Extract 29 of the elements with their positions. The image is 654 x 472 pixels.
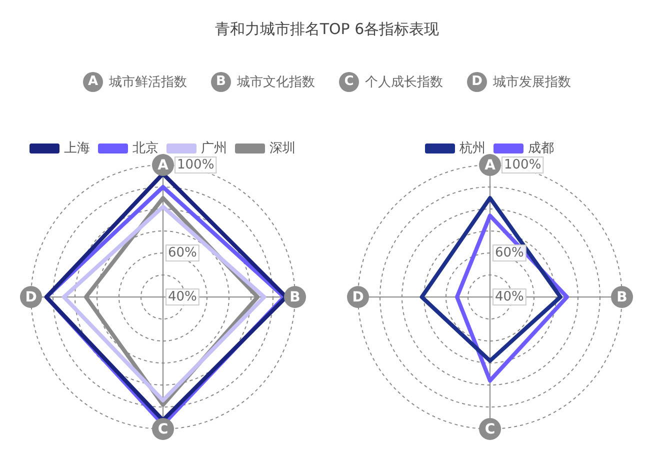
spoke-label: C bbox=[484, 422, 496, 438]
legend-label: 上海 bbox=[64, 140, 90, 156]
legend-label: 深圳 bbox=[270, 140, 296, 156]
text: 城市鲜活指数 bbox=[109, 74, 187, 91]
spoke-label: A bbox=[158, 158, 169, 174]
y-tick-label: 40% bbox=[168, 289, 197, 304]
legend-label: 杭州 bbox=[458, 140, 486, 156]
spoke-label: A bbox=[484, 158, 496, 174]
legend-label: 成都 bbox=[528, 140, 554, 156]
spoke-label: D bbox=[352, 290, 364, 306]
category-label: D bbox=[472, 74, 482, 89]
legend-label: 广州 bbox=[201, 140, 227, 156]
spoke-label: B bbox=[290, 290, 300, 306]
text: 城市文化指数 bbox=[237, 74, 315, 91]
spoke-label: C bbox=[158, 422, 168, 438]
category-label: C bbox=[344, 74, 354, 89]
y-tick-label: 60% bbox=[495, 245, 524, 260]
text: 城市发展指数 bbox=[493, 74, 571, 91]
y-tick-label: 40% bbox=[495, 289, 524, 304]
legend-label: 北京 bbox=[132, 140, 158, 156]
y-tick-label: 100% bbox=[177, 157, 214, 172]
y-tick-label: 60% bbox=[168, 245, 197, 260]
chart-title: 青和力城市排名TOP 6各指标表现 bbox=[214, 20, 440, 39]
spoke-label: B bbox=[616, 290, 628, 306]
spoke-label: D bbox=[25, 290, 37, 306]
text: 个人成长指数 bbox=[365, 74, 443, 91]
y-tick-label: 100% bbox=[504, 157, 542, 172]
category-label: B bbox=[216, 74, 226, 89]
category-label: A bbox=[88, 74, 98, 89]
